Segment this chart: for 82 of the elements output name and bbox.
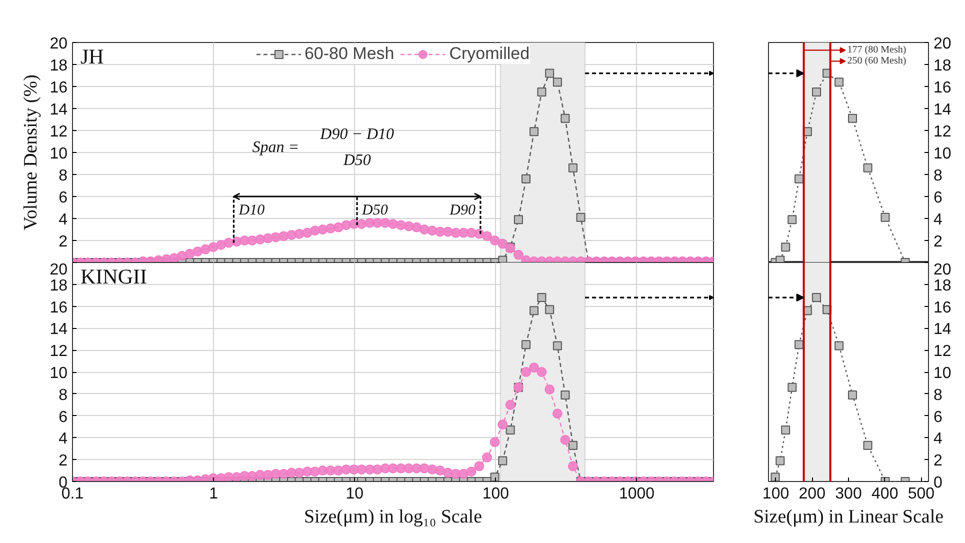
- y-tick-label: 18: [934, 58, 952, 74]
- point: [848, 114, 857, 123]
- y-tick-label: 14: [50, 321, 68, 338]
- y-axis-title: Volume Density (%): [20, 74, 42, 230]
- x-axis-title: Size(μm) in log₁₀ Scale: [304, 506, 482, 528]
- y-tick-label: 16: [934, 80, 952, 96]
- y-tick-label: 10: [50, 146, 68, 162]
- x-tick-label: 500: [908, 486, 935, 502]
- point: [776, 456, 785, 466]
- annotation: D50: [342, 152, 371, 169]
- x-tick-label: 100: [482, 486, 510, 502]
- point: [863, 163, 872, 172]
- x-tick-label: 400: [872, 486, 898, 502]
- point: [781, 426, 790, 435]
- x-tick-label: 1000: [618, 486, 655, 502]
- x-axis-title: Size(μm) in Linear Scale: [753, 506, 944, 528]
- y-tick-label: 16: [50, 299, 68, 316]
- y-tick-label: 6: [58, 408, 68, 426]
- x-tick-label: 100: [762, 486, 790, 502]
- y-tick-label: 6: [934, 190, 942, 206]
- y-tick-label: 18: [934, 277, 952, 294]
- y-tick-label: 16: [934, 299, 952, 316]
- point: [788, 382, 797, 392]
- y-tick-label: 16: [50, 80, 68, 96]
- y-tick-label: 4: [934, 212, 942, 228]
- x-tick-label: 200: [798, 486, 826, 502]
- y-tick-label: 10: [50, 365, 68, 382]
- ref-line-label: 177 (80 Mesh): [847, 44, 906, 56]
- point: [812, 293, 821, 302]
- y-tick-label: 18: [50, 58, 68, 74]
- x-tick-label: 10: [346, 486, 364, 502]
- point: [794, 340, 804, 350]
- y-tick-label: 14: [50, 102, 68, 118]
- y-tick-label: 4: [58, 430, 68, 448]
- point: [812, 88, 821, 96]
- point: [848, 390, 857, 400]
- point: [788, 215, 797, 224]
- y-tick-label: 12: [50, 124, 68, 140]
- ref-line-label: 250 (60 Mesh): [847, 56, 906, 67]
- y-tick-label: 2: [58, 234, 68, 250]
- point: [770, 472, 780, 482]
- y-tick-label: 10: [934, 146, 952, 162]
- y-tick-label: 20: [934, 36, 952, 52]
- y-tick-label: 14: [934, 321, 952, 338]
- y-tick-label: 2: [934, 234, 942, 250]
- y-tick-label: 8: [934, 386, 942, 404]
- y-tick-label: 4: [934, 430, 942, 448]
- y-tick-label: 18: [50, 277, 68, 294]
- y-tick-label: 2: [58, 452, 68, 470]
- y-tick-label: 14: [934, 102, 952, 118]
- y-tick-label: 2: [934, 452, 942, 470]
- y-tick-label: 10: [934, 365, 952, 382]
- y-tick-label: 4: [58, 212, 68, 228]
- chart-title: JH: [80, 44, 104, 68]
- point: [794, 174, 804, 184]
- y-tick-label: 12: [934, 343, 952, 360]
- point: [863, 440, 872, 450]
- y-tick-label: 20: [50, 262, 68, 278]
- y-tick-label: 8: [58, 386, 68, 404]
- x-tick-label: 300: [835, 486, 862, 502]
- y-tick-label: 6: [934, 408, 942, 426]
- point: [834, 341, 844, 350]
- point: [781, 242, 790, 252]
- legend-label: Cryomilled: [449, 44, 530, 64]
- y-tick-label: 8: [934, 168, 942, 184]
- y-tick-label: 20: [50, 36, 68, 52]
- annotation: D10: [238, 202, 266, 218]
- annotation: D50: [361, 202, 388, 218]
- y-tick-label: 12: [934, 124, 952, 140]
- point: [880, 212, 890, 222]
- chart-title: KINGII: [80, 264, 147, 288]
- y-tick-label: 8: [58, 168, 68, 184]
- annotation: D90: [448, 202, 476, 218]
- point: [834, 78, 844, 87]
- annotation: Span =: [252, 139, 300, 156]
- x-tick-label: 1: [209, 486, 218, 502]
- annotation: D90 − D10: [319, 126, 394, 143]
- y-tick-label: 0: [934, 474, 942, 492]
- y-tick-label: 20: [934, 262, 952, 278]
- y-tick-label: 12: [50, 343, 68, 360]
- legend-label: 60-80 Mesh: [304, 44, 394, 64]
- y-tick-label: 6: [58, 190, 68, 206]
